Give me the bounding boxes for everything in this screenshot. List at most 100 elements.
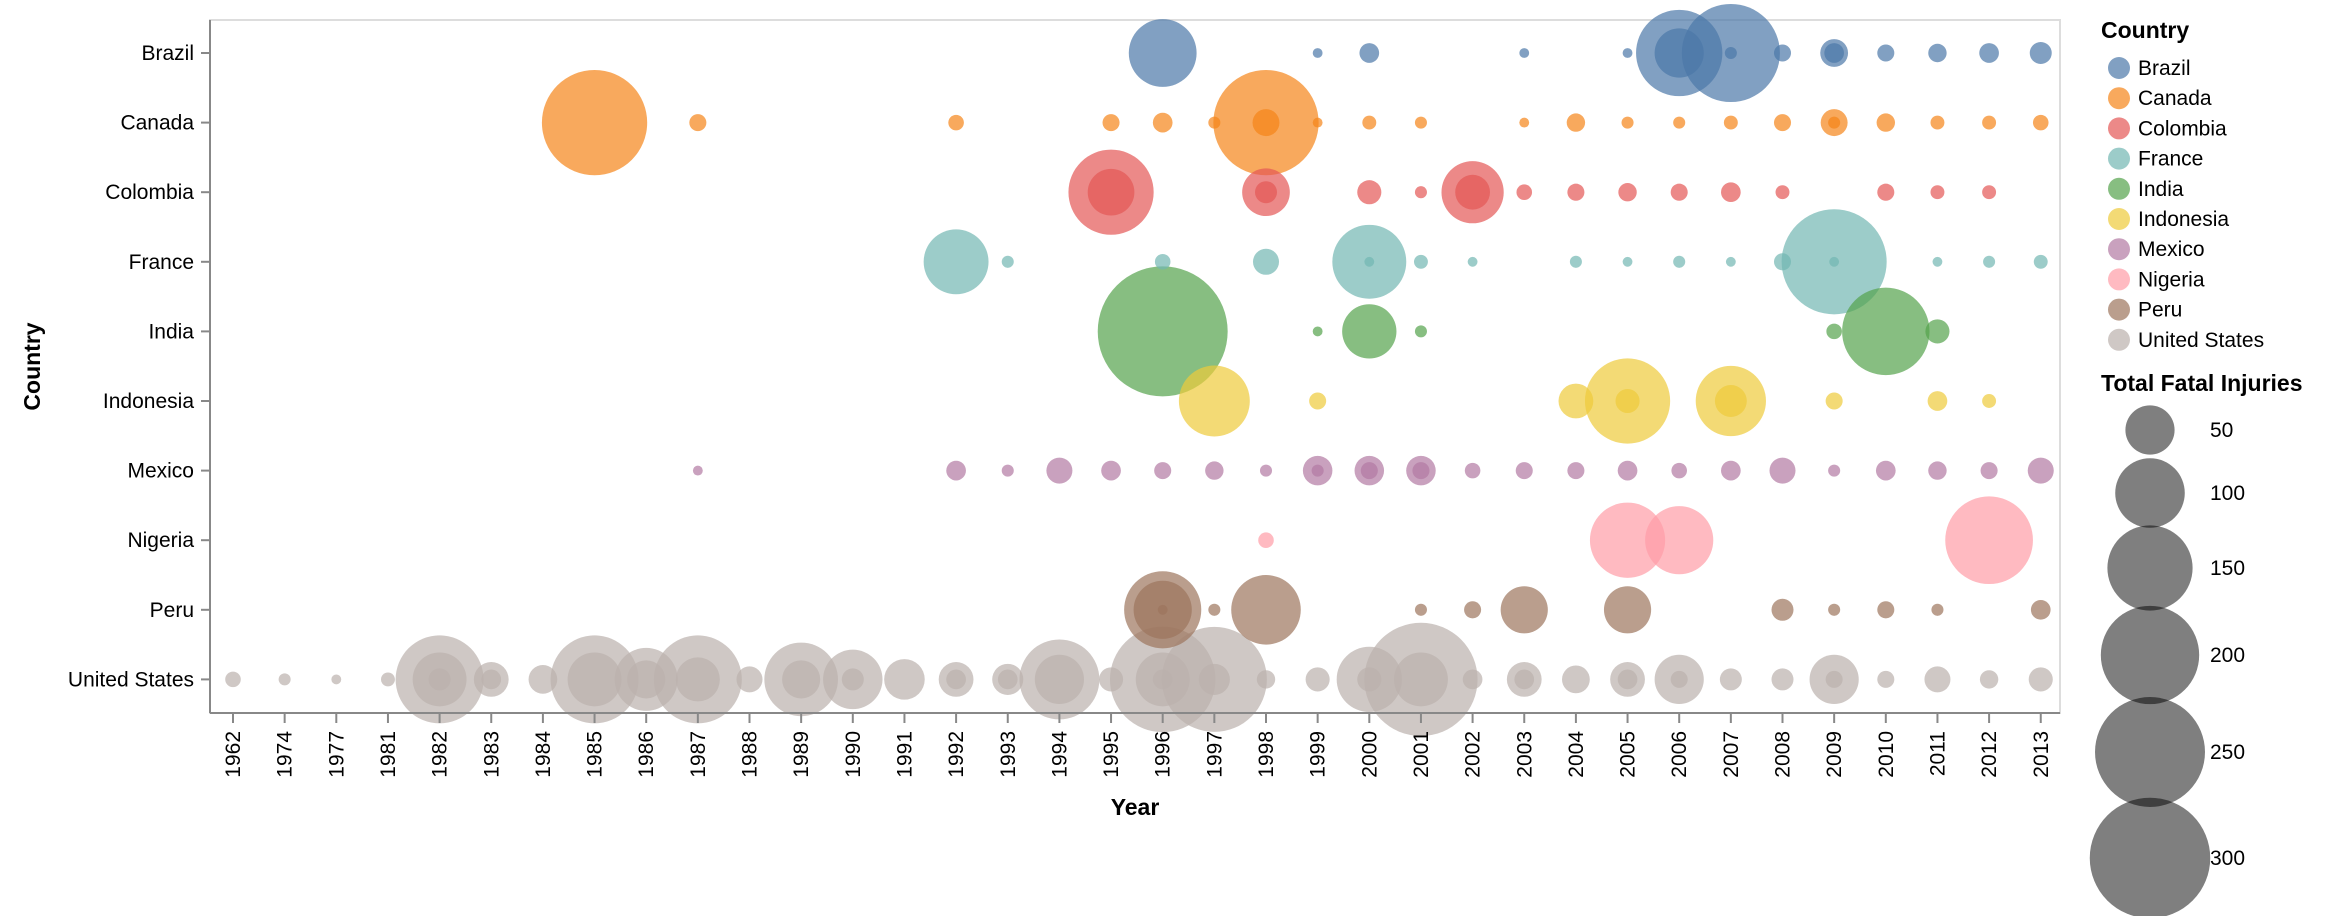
bubble-mark: [1671, 462, 1687, 479]
bubble-mark: [2030, 599, 2051, 620]
bubble-mark: [1567, 183, 1585, 201]
x-tick-label: 1974: [274, 731, 297, 778]
bubble-mark: [1252, 248, 1280, 275]
bubble-mark: [1258, 532, 1274, 548]
bubble-mark: [1826, 323, 1842, 340]
size-legend-swatch: [2125, 405, 2175, 455]
bubble-mark: [1259, 464, 1273, 477]
bubble-mark: [1877, 44, 1895, 62]
size-legend-label: 100: [2210, 482, 2245, 505]
bubble-mark: [1087, 168, 1135, 216]
size-legend-label: 50: [2210, 419, 2233, 442]
bubble-mark: [1414, 603, 1427, 616]
bubble-mark: [1516, 184, 1533, 200]
bubble-mark: [1982, 185, 1997, 200]
legend-label: India: [2138, 178, 2184, 201]
bubble-mark: [1771, 598, 1794, 621]
bubble-mark: [481, 669, 502, 690]
x-tick-label: 2002: [1462, 731, 1485, 778]
y-tick-label: Nigeria: [127, 529, 194, 552]
bubble-mark: [1982, 394, 1997, 408]
bubble-mark: [1930, 115, 1945, 130]
size-legend-swatch: [2089, 797, 2211, 919]
legend-swatch: [2108, 298, 2130, 321]
bubble-mark: [1099, 667, 1124, 692]
bubble-mark: [1414, 116, 1427, 129]
color-legend: Country Brazil Canada Colombia France India I…: [2101, 17, 2264, 352]
bubble-mark: [1311, 464, 1324, 477]
size-legend-label: 300: [2210, 847, 2245, 870]
legend-swatch: [2108, 177, 2130, 200]
bubble-mark: [1467, 256, 1478, 267]
bubble-mark: [1617, 669, 1638, 690]
y-tick-label: United States: [68, 668, 194, 691]
bubble-mark: [1097, 266, 1228, 397]
bubble-mark: [1455, 174, 1490, 210]
bubble-mark: [1825, 670, 1843, 688]
bubble-mark: [1255, 181, 1277, 204]
y-axis: Brazil Canada Colombia France India Indonesia…: [68, 20, 211, 713]
bubble-mark: [1157, 604, 1168, 615]
bubble-mark: [1721, 460, 1741, 481]
y-tick-label: Mexico: [127, 460, 194, 483]
bubble-mark: [1102, 114, 1120, 132]
x-tick-label: 1991: [893, 731, 916, 778]
bubble-mark: [1357, 180, 1382, 205]
bubble-mark: [1980, 462, 1998, 480]
bubble-mark: [2027, 457, 2054, 484]
bubble-mark: [1519, 117, 1530, 128]
size-legend-swatch: [2107, 525, 2193, 611]
x-tick-label: 2011: [1926, 731, 1949, 776]
bubble-mark: [331, 674, 342, 685]
bubble-mark: [1046, 457, 1073, 484]
bubble-mark: [1875, 460, 1896, 481]
bubble-mark: [1828, 464, 1841, 477]
bubble-mark: [1231, 575, 1301, 645]
x-tick-label: 1985: [584, 731, 607, 778]
bubble-mark: [1876, 113, 1896, 132]
bubble-mark: [1312, 117, 1323, 128]
y-tick-label: France: [129, 251, 194, 274]
legend-label: Indonesia: [2138, 208, 2229, 231]
x-tick-label: 1995: [1100, 731, 1123, 778]
x-tick-label: 2012: [1978, 731, 2001, 778]
bubble-mark: [1673, 255, 1686, 268]
bubble-mark: [1364, 256, 1375, 267]
bubble-mark: [841, 668, 864, 691]
bubble-mark: [1670, 183, 1688, 201]
y-tick-label: Brazil: [141, 42, 194, 65]
size-legend-label: 150: [2210, 557, 2245, 580]
bubble-mark: [1001, 255, 1014, 268]
legend-swatch: [2108, 238, 2130, 261]
bubble-mark: [1152, 669, 1173, 690]
legend-swatch: [2108, 268, 2130, 291]
bubble-mark: [1622, 256, 1633, 267]
legend-label: Brazil: [2138, 57, 2191, 80]
bubble-mark: [1569, 255, 1582, 268]
x-tick-label: 2000: [1358, 731, 1381, 778]
bubble-mark: [1034, 654, 1084, 704]
bubble-mark: [1824, 43, 1844, 63]
x-tick-label: 1984: [532, 731, 555, 778]
bubble-mark: [1359, 43, 1380, 63]
bubble-mark: [1721, 182, 1741, 203]
bubble-marks: [225, 3, 2054, 737]
bubble-mark: [692, 465, 703, 476]
bubble-mark: [1312, 48, 1323, 58]
bubble-mark: [1342, 304, 1397, 359]
bubble-mark: [1773, 253, 1792, 271]
bubble-mark: [1877, 183, 1895, 201]
bubble-mark: [1101, 460, 1121, 481]
bubble-mark: [225, 671, 241, 688]
bubble-mark: [1927, 391, 1948, 411]
bubble-mark: [1603, 586, 1652, 634]
bubble-mark: [923, 229, 989, 295]
bubble-mark: [1983, 255, 1996, 268]
bubble-mark: [1128, 19, 1197, 87]
x-tick-label: 1962: [222, 731, 245, 778]
bubble-mark: [1769, 457, 1796, 484]
legend-label: United States: [2138, 329, 2264, 352]
bubble-mark: [1414, 325, 1427, 338]
bubble-mark: [1001, 464, 1014, 477]
